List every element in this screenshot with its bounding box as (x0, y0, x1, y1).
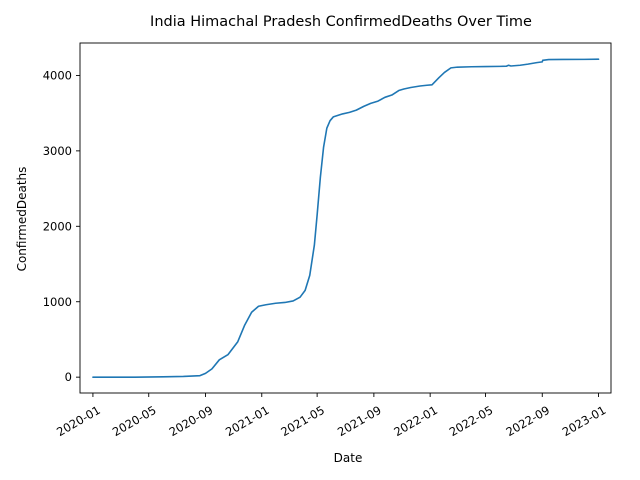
x-tick-label: 2020-05 (110, 403, 159, 439)
x-tick-label: 2022-09 (503, 403, 552, 439)
x-tick-label: 2021-09 (335, 403, 384, 439)
chart-title: India Himachal Pradesh ConfirmedDeaths O… (150, 14, 532, 30)
y-tick-label: 3000 (43, 144, 72, 158)
x-tick-label: 2022-05 (447, 403, 496, 439)
y-axis-label: ConfirmedDeaths (15, 167, 29, 272)
y-tick-label: 4000 (43, 68, 72, 82)
axes-frame (79, 42, 612, 394)
x-tick-label: 2020-01 (54, 403, 103, 439)
x-tick-label: 2021-01 (223, 403, 272, 439)
plot-area (79, 42, 612, 394)
x-tick-label: 2021-05 (278, 403, 327, 439)
y-tick-label: 1000 (43, 295, 72, 309)
y-tick-label: 2000 (43, 219, 72, 233)
series-line-confirmed-deaths (92, 58, 600, 378)
x-tick-label: 2022-01 (391, 403, 440, 439)
x-axis: 2020-01 2020-05 2020-09 2021-01 2021-05 2021-… (54, 393, 608, 439)
x-axis-label: Date (334, 451, 363, 465)
x-tick-label: 2020-09 (167, 403, 216, 439)
y-axis: 0 1000 2000 3000 4000 (43, 68, 80, 384)
y-tick-label: 0 (65, 370, 72, 384)
x-tick-label: 2023-01 (560, 403, 609, 439)
